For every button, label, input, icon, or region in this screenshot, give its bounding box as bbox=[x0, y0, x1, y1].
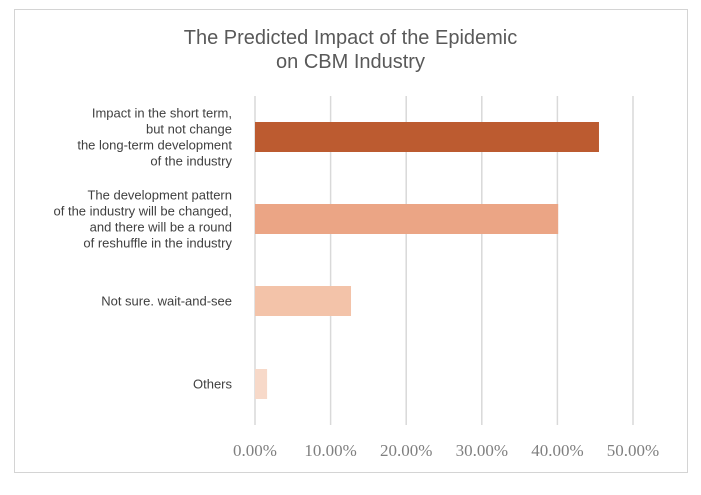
category-label-pattern-changed-line-2: of the industry will be changed, bbox=[54, 204, 233, 219]
chart-frame bbox=[14, 9, 688, 473]
chart-title-line-2: on CBM Industry bbox=[276, 51, 425, 73]
chart-title: The Predicted Impact of the Epidemic on … bbox=[0, 26, 701, 74]
bar-pattern-changed bbox=[255, 204, 559, 234]
category-label-impact-short-term-line-3: the long-term development bbox=[77, 138, 232, 153]
x-tick-label-2: 20.00% bbox=[380, 441, 432, 460]
category-label-pattern-changed-line-3: and there will be a round bbox=[90, 220, 232, 235]
bar-others bbox=[255, 369, 268, 399]
category-label-not-sure-line-1: Not sure. wait-and-see bbox=[101, 294, 232, 309]
category-label-impact-short-term-line-1: Impact in the short term, bbox=[92, 106, 232, 121]
category-label-pattern-changed-line-4: of reshuffle in the industry bbox=[83, 236, 232, 251]
category-label-pattern-changed-line-1: The development pattern bbox=[87, 188, 232, 203]
x-tick-label-4: 40.00% bbox=[531, 441, 583, 460]
category-label-impact-short-term-line-2: but not change bbox=[146, 122, 232, 137]
x-tick-label-5: 50.00% bbox=[607, 441, 659, 460]
x-tick-label-1: 10.00% bbox=[304, 441, 356, 460]
bar-not-sure bbox=[255, 286, 352, 316]
category-label-impact-short-term-line-4: of the industry bbox=[150, 154, 232, 169]
x-tick-label-0: 0.00% bbox=[233, 441, 277, 460]
x-tick-label-3: 30.00% bbox=[456, 441, 508, 460]
bar-impact-short-term bbox=[255, 122, 599, 152]
chart-title-line-1: The Predicted Impact of the Epidemic bbox=[183, 27, 518, 49]
category-label-others-line-1: Others bbox=[193, 377, 233, 392]
